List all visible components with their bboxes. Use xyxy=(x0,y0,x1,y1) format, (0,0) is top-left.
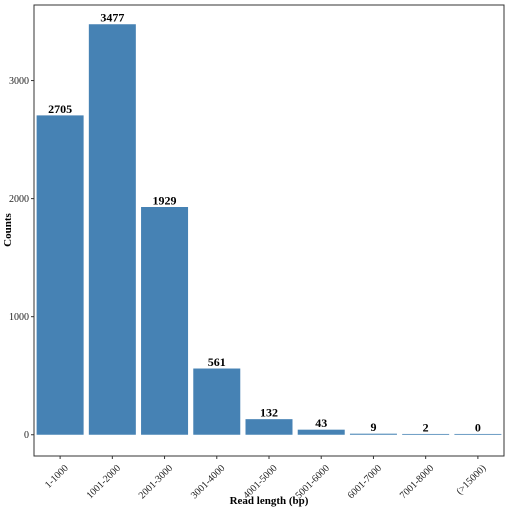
y-tick-label: 3000 xyxy=(9,76,29,87)
bar-3001-4000 xyxy=(193,368,241,435)
data-label-7001-8000: 2 xyxy=(423,420,429,434)
y-tick-label: 0 xyxy=(24,430,29,441)
x-tick-label: 1-1000 xyxy=(43,463,71,491)
y-tick-label: 1000 xyxy=(9,312,29,323)
bar-7001-8000 xyxy=(402,433,450,435)
bar-6001-7000 xyxy=(349,433,397,435)
y-axis: 0 1000 2000 3000 xyxy=(9,76,34,441)
data-label-4001-5000: 132 xyxy=(260,406,278,420)
x-tick-label: (>15000) xyxy=(454,463,488,497)
bar-1-1000 xyxy=(36,115,84,435)
x-tick-label: 3001-4000 xyxy=(189,463,227,501)
data-label-(>15000): 0 xyxy=(475,420,481,434)
data-label-2001-3000: 1929 xyxy=(153,194,177,208)
data-label-1-1000: 2705 xyxy=(48,102,72,116)
bar-4001-5000 xyxy=(245,419,293,435)
bar-1001-2000 xyxy=(88,24,136,435)
data-labels-group: 2705 3477 1929 561 132 43 9 2 0 xyxy=(48,11,481,435)
y-axis-title: Counts xyxy=(2,212,14,246)
bar-2001-3000 xyxy=(141,207,189,435)
x-tick-label: 2001-3000 xyxy=(137,463,175,501)
bars-group xyxy=(36,24,502,435)
bar-(>15000) xyxy=(454,433,502,435)
x-axis-title: Read length (bp) xyxy=(230,495,309,507)
x-tick-label: 1001-2000 xyxy=(85,463,123,501)
x-tick-label: 6001-7000 xyxy=(346,463,384,501)
data-label-6001-7000: 9 xyxy=(370,420,376,434)
data-label-3001-4000: 561 xyxy=(208,355,226,369)
bar-5001-6000 xyxy=(297,429,345,435)
y-tick-label: 2000 xyxy=(9,194,29,205)
data-label-1001-2000: 3477 xyxy=(100,11,124,25)
data-label-5001-6000: 43 xyxy=(315,416,327,430)
x-tick-label: 7001-8000 xyxy=(398,463,436,501)
